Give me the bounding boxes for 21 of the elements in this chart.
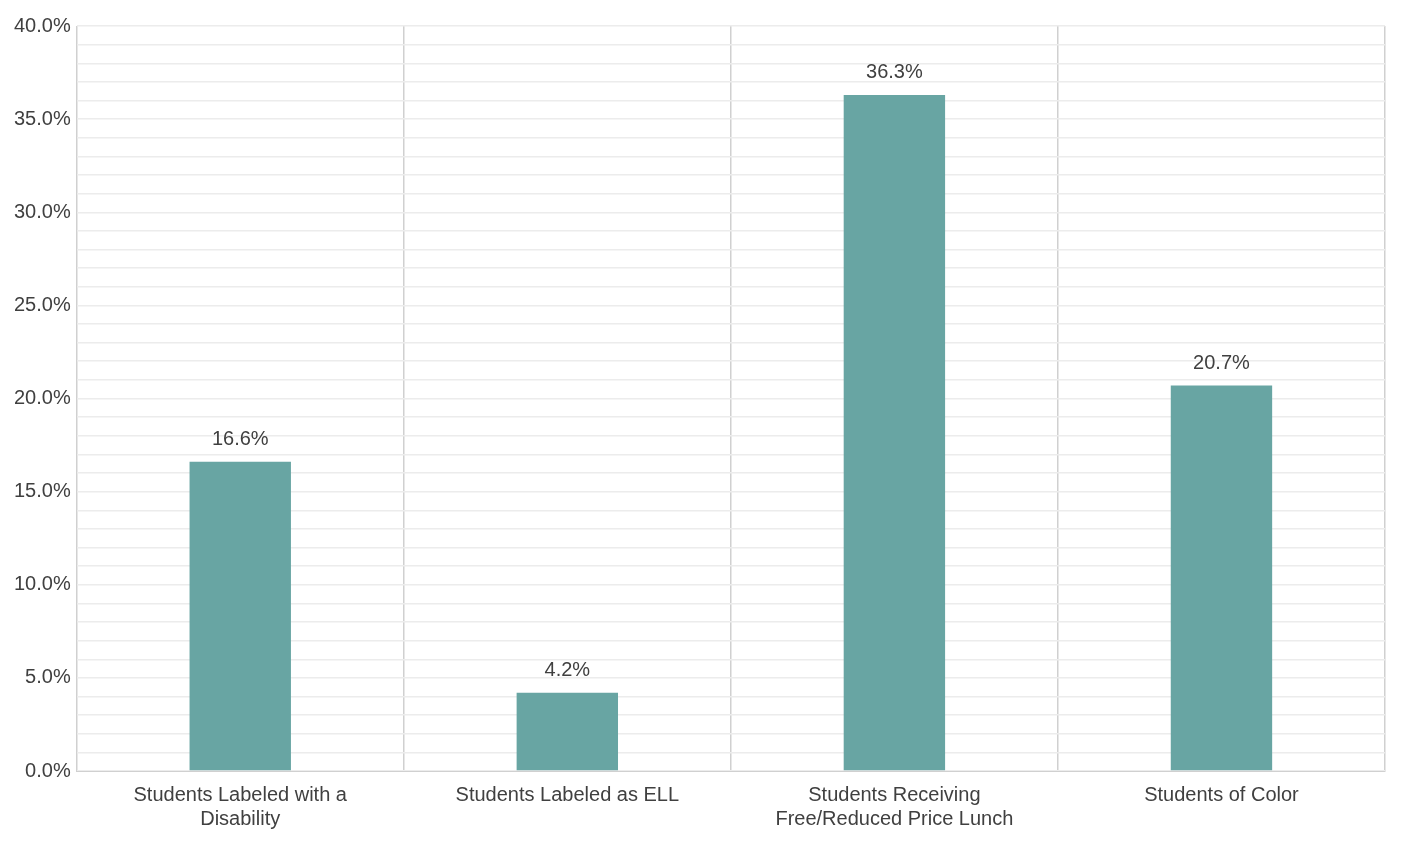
data-label: 36.3%	[866, 60, 923, 83]
y-tick-label: 20.0%	[13, 386, 71, 409]
bar	[843, 94, 946, 771]
y-tick-label: 25.0%	[13, 292, 71, 315]
y-tick-label: 40.0%	[13, 13, 71, 36]
bar	[1170, 385, 1273, 771]
data-label: 4.2%	[544, 658, 591, 681]
y-tick-label: 10.0%	[13, 572, 71, 595]
data-label: 20.7%	[1193, 350, 1251, 373]
bar	[516, 692, 619, 771]
x-tick-label: Students Labeled with a Disability	[133, 782, 348, 829]
x-tick-label: Students of Color	[1144, 782, 1300, 805]
data-label: 16.6%	[211, 427, 269, 450]
x-tick-label: Students Receiving Free/Reduced Price Lunch	[775, 782, 1014, 829]
y-tick-label: 5.0%	[25, 665, 71, 688]
bar	[189, 461, 291, 771]
y-tick-label: 30.0%	[13, 199, 71, 222]
y-tick-label: 15.0%	[13, 479, 71, 502]
y-tick-label: 35.0%	[13, 106, 71, 129]
x-tick-label: Students Labeled as ELL	[455, 782, 680, 805]
y-tick-label: 0.0%	[25, 758, 71, 781]
